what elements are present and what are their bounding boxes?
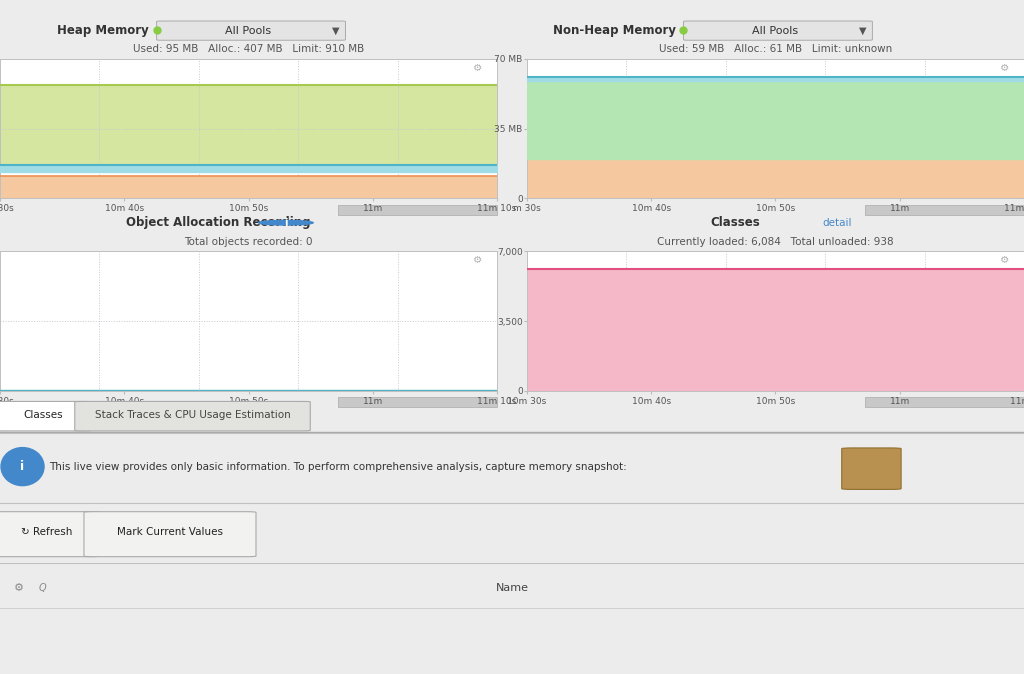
Text: This live view provides only basic information. To perform comprehensive analysi: This live view provides only basic infor… [49,462,627,472]
Text: Used: 59 MB   Alloc.: 61 MB   Limit: unknown: Used: 59 MB Alloc.: 61 MB Limit: unknown [658,44,892,55]
Text: All Pools: All Pools [753,26,799,36]
Text: Total objects recorded: 0: Total objects recorded: 0 [184,237,312,247]
Text: Non-Heap Memory: Non-Heap Memory [553,24,676,36]
Text: ↻ Refresh: ↻ Refresh [22,527,73,537]
Text: i: i [20,460,25,473]
Text: ⚙: ⚙ [999,255,1009,266]
FancyBboxPatch shape [842,448,901,489]
Text: Classes: Classes [711,216,761,229]
Text: Stack Traces & CPU Usage Estimation: Stack Traces & CPU Usage Estimation [94,410,291,421]
Text: Currently loaded: 6,084   Total unloaded: 938: Currently loaded: 6,084 Total unloaded: … [657,237,894,247]
Bar [338,205,497,214]
FancyBboxPatch shape [157,21,345,40]
Text: Heap Memory: Heap Memory [57,24,150,36]
FancyBboxPatch shape [683,21,872,40]
Text: ⚙: ⚙ [473,255,482,266]
Text: Q: Q [39,583,46,592]
Text: ⚙: ⚙ [999,63,1009,73]
Text: ⚙: ⚙ [14,583,25,592]
Text: ▼: ▼ [332,26,339,36]
Text: All Pools: All Pools [225,26,271,36]
Text: Mark Current Values: Mark Current Values [117,527,223,537]
Circle shape [258,220,313,225]
Text: Object Allocation Recording: Object Allocation Recording [127,216,311,229]
Bar [865,205,1024,214]
Bar [338,397,497,407]
Text: Name: Name [496,583,528,592]
FancyBboxPatch shape [84,512,256,557]
Text: ▼: ▼ [859,26,866,36]
FancyBboxPatch shape [0,402,91,431]
Text: i: i [284,218,288,228]
FancyBboxPatch shape [75,402,310,431]
Text: Classes: Classes [24,410,62,421]
Text: Used: 95 MB   Alloc.: 407 MB   Limit: 910 MB: Used: 95 MB Alloc.: 407 MB Limit: 910 MB [133,44,365,55]
Bar [865,397,1024,407]
Ellipse shape [1,448,44,486]
FancyBboxPatch shape [0,512,99,557]
Text: detail: detail [822,218,852,228]
Text: ⚙: ⚙ [473,63,482,73]
